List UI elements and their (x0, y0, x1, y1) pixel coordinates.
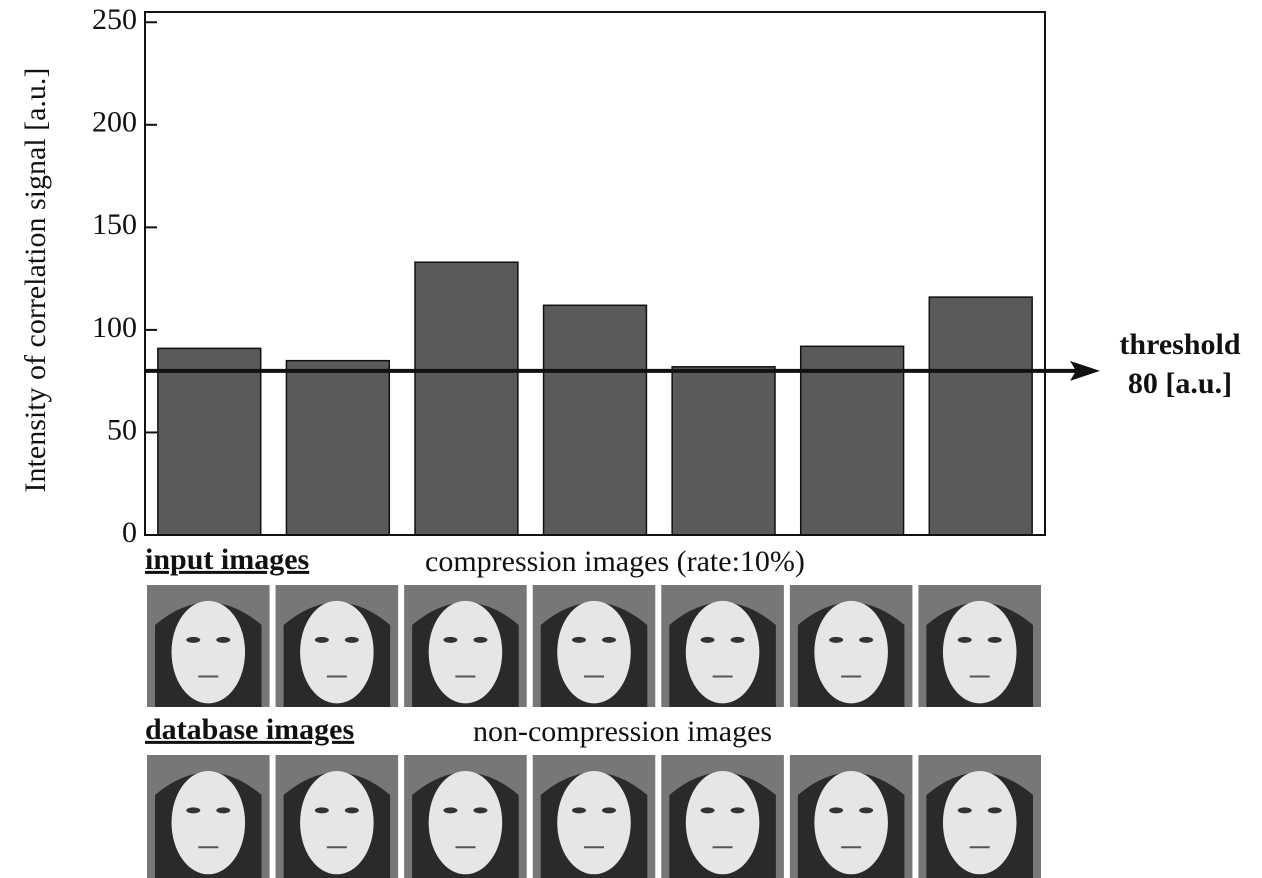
eye (602, 637, 616, 643)
face (429, 601, 503, 703)
eye (572, 807, 586, 813)
y-tick-label: 150 (92, 208, 137, 241)
body: Intensity of correlation signal [a.u.] t… (0, 0, 1262, 878)
y-tick-label: 200 (92, 106, 137, 139)
bar (286, 361, 389, 535)
face (557, 601, 631, 703)
face (814, 771, 888, 874)
threshold-label: 80 [a.u.] (1128, 367, 1232, 400)
eye (731, 807, 745, 813)
input-title: input images (145, 543, 309, 576)
eye (572, 637, 586, 643)
eye (186, 637, 200, 643)
face (172, 771, 246, 874)
y-tick-label: 100 (92, 311, 137, 344)
face (300, 601, 374, 703)
input-caption: compression images (rate:10%) (425, 545, 805, 578)
y-tick-label: 50 (107, 413, 137, 446)
bar (801, 346, 904, 535)
eye (443, 807, 457, 813)
eye (829, 637, 843, 643)
face (686, 771, 760, 874)
eye (345, 637, 359, 643)
chart: Intensity of correlation signal [a.u.] t… (0, 0, 1262, 878)
face (686, 601, 760, 703)
eye (216, 807, 230, 813)
bar (929, 297, 1032, 535)
page: {"chart_data": {"type": "bar", "y_label"… (0, 0, 1262, 878)
eye (701, 807, 715, 813)
eye (958, 807, 972, 813)
face (557, 771, 631, 874)
y-axis-label: Intensity of correlation signal [a.u.] (19, 68, 52, 493)
bar (415, 262, 518, 535)
face (814, 601, 888, 703)
eye (345, 807, 359, 813)
eye (958, 637, 972, 643)
eye (602, 807, 616, 813)
y-tick-label: 0 (122, 516, 137, 549)
eye (216, 637, 230, 643)
face (300, 771, 374, 874)
face (429, 771, 503, 874)
bar (158, 348, 261, 535)
eye (859, 807, 873, 813)
database-caption: non-compression images (473, 715, 772, 748)
eye (829, 807, 843, 813)
bar (544, 305, 647, 535)
eye (988, 637, 1002, 643)
eye (473, 807, 487, 813)
eye (473, 637, 487, 643)
eye (859, 637, 873, 643)
face (172, 601, 246, 703)
eye (443, 637, 457, 643)
database-title: database images (145, 713, 354, 746)
threshold-title: threshold (1119, 328, 1240, 361)
eye (315, 637, 329, 643)
eye (701, 637, 715, 643)
bar (672, 367, 775, 535)
face (943, 601, 1017, 703)
eye (988, 807, 1002, 813)
eye (186, 807, 200, 813)
eye (315, 807, 329, 813)
face (943, 771, 1017, 874)
y-tick-label: 250 (92, 3, 137, 36)
eye (731, 637, 745, 643)
